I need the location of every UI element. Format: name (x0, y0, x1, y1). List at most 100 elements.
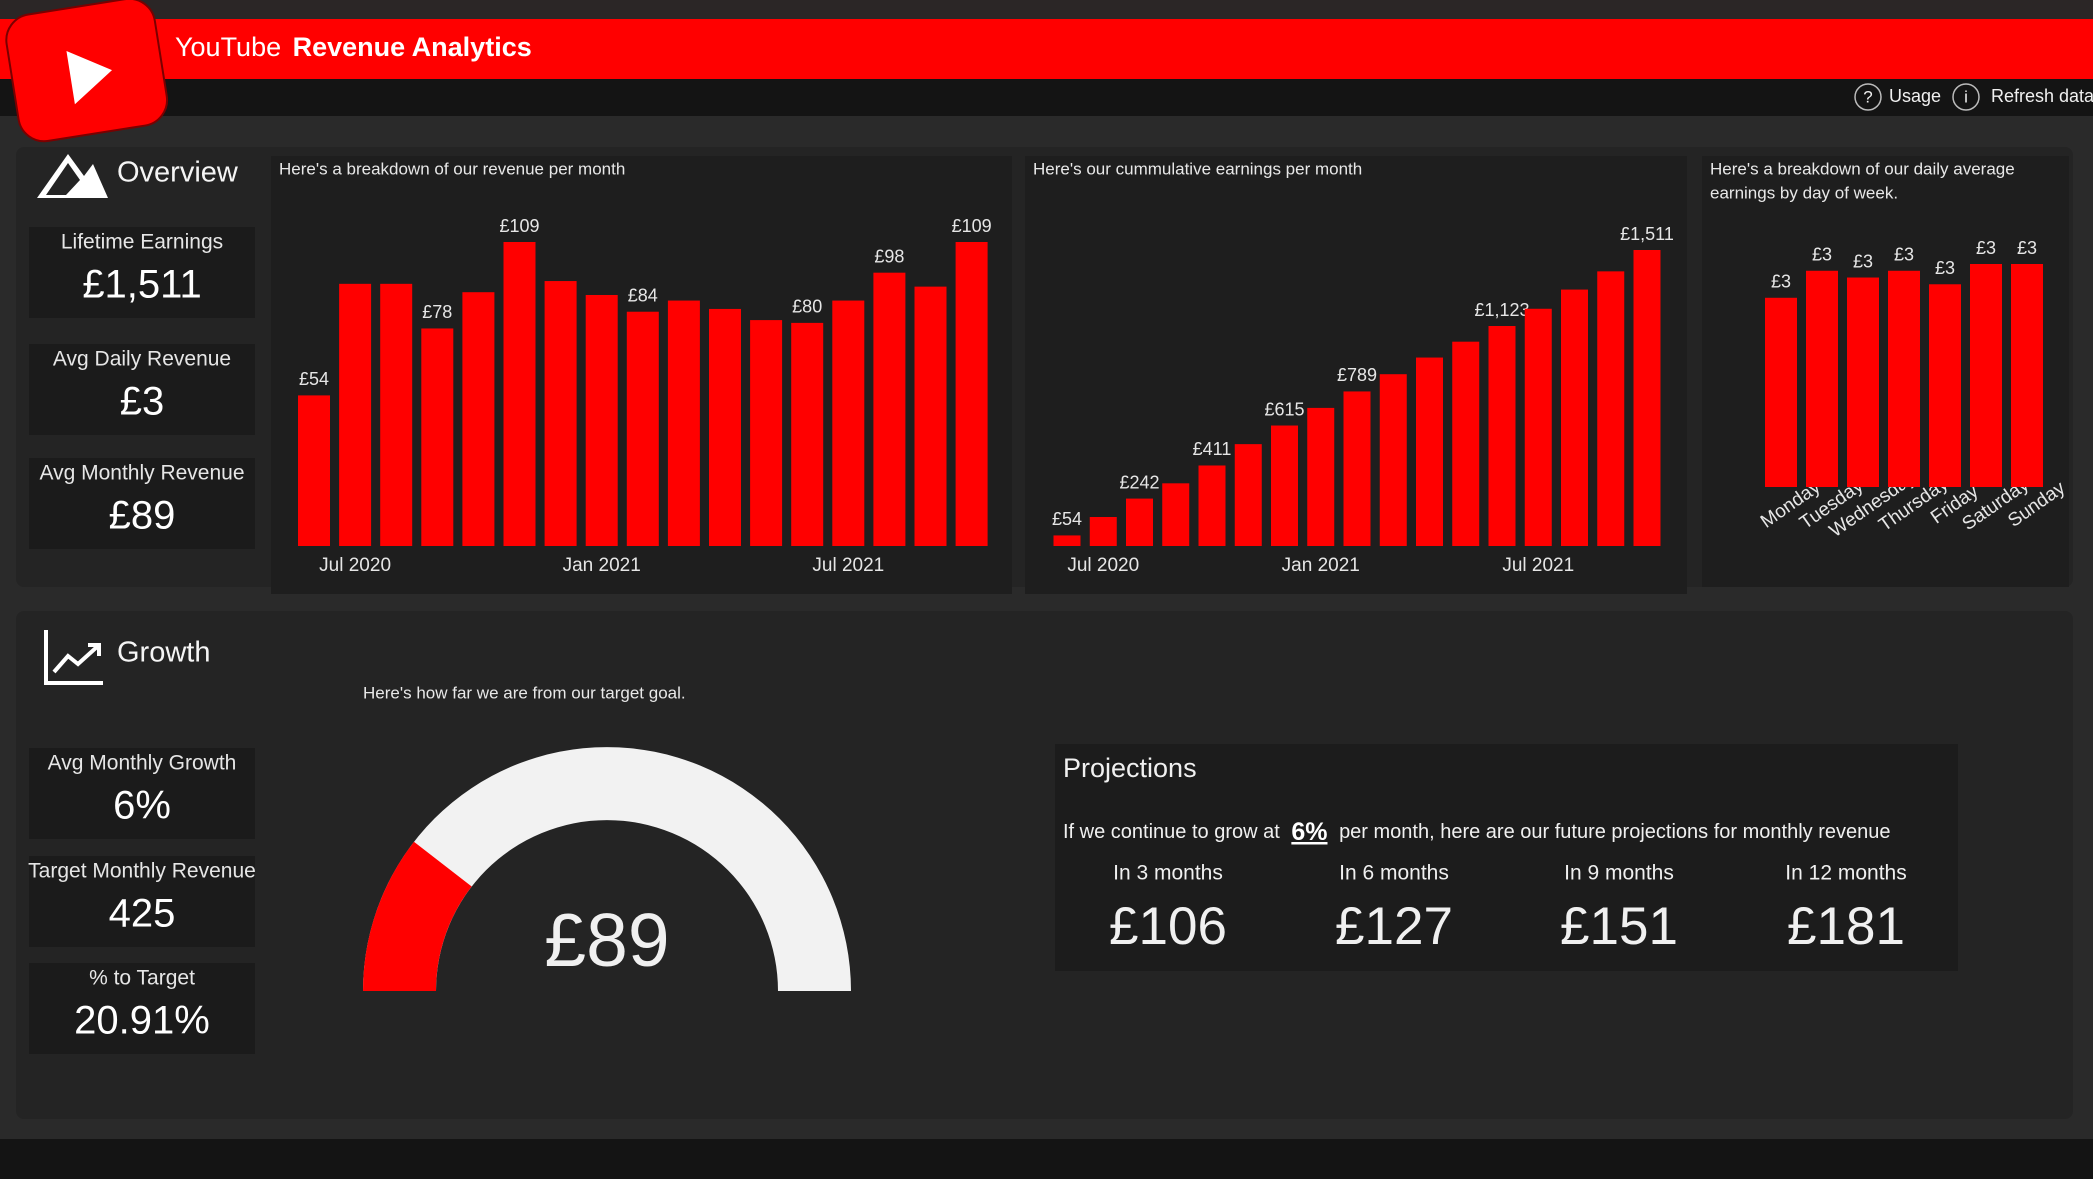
data-label: £3 (1935, 258, 1955, 278)
data-label: £1,123 (1474, 300, 1529, 320)
bar (1126, 498, 1153, 546)
usage-label[interactable]: Usage (1889, 86, 1941, 106)
data-label: £3 (2017, 238, 2037, 258)
bar (1929, 284, 1961, 487)
bar (750, 320, 783, 546)
projection-label: In 6 months (1339, 862, 1449, 885)
growth-title: Growth (117, 637, 210, 669)
data-label: £80 (792, 297, 822, 317)
projection-value: £181 (1787, 897, 1905, 956)
data-label: £98 (874, 246, 904, 266)
gauge-label: £89 (544, 898, 669, 982)
chart-subtitle: Here's a breakdown of our daily average (1710, 159, 2015, 178)
projections-intro: If we continue to grow at 6% per month, … (1063, 818, 1890, 846)
chart-panel (1702, 156, 2069, 587)
bar (1162, 483, 1190, 546)
bar (1633, 250, 1661, 546)
growth-panel (16, 611, 2073, 1119)
bar (1806, 270, 1838, 487)
growth-rate: 6% (1291, 818, 1327, 846)
kpi-card (29, 963, 255, 1054)
data-label: £84 (628, 285, 658, 305)
bar (1488, 326, 1516, 546)
refresh-button[interactable]: i Refresh data (1952, 83, 2093, 111)
data-label: £1,511 (1620, 224, 1674, 244)
bar (1765, 297, 1797, 487)
bar (914, 286, 947, 546)
brand: YouTube (175, 32, 281, 62)
bar (380, 283, 413, 546)
data-label: £411 (1193, 439, 1232, 459)
data-label: £109 (499, 216, 539, 236)
projection-list: In 3 months £106 In 6 months £127 In 9 month… (1109, 862, 1907, 956)
x-tick-label: Jul 2021 (1502, 555, 1574, 576)
usage-glyph: ? (1863, 87, 1872, 106)
bar (1307, 407, 1335, 546)
bar (832, 300, 865, 546)
bar (1888, 270, 1920, 487)
chart-subtitle: earnings by day of week. (1710, 183, 1898, 202)
kpi-card (29, 344, 255, 435)
bar (585, 294, 618, 546)
data-label: £3 (1894, 245, 1914, 265)
x-tick-label: Jan 2021 (563, 555, 641, 576)
kpi-value: £3 (120, 380, 165, 424)
chart-subtitle: Here's how far we are from our target go… (363, 683, 686, 702)
refresh-glyph: i (1964, 87, 1968, 106)
bar (667, 300, 700, 546)
projection-label: In 3 months (1113, 862, 1223, 885)
data-label: £3 (1771, 272, 1791, 292)
bar (1379, 374, 1407, 546)
projection-value: £151 (1560, 897, 1678, 956)
bar (1452, 341, 1480, 546)
title: Revenue Analytics (293, 32, 532, 62)
kpi-label: Target Monthly Revenue (28, 860, 256, 883)
usage-button[interactable]: ? Usage (1854, 83, 1941, 111)
bar (2011, 264, 2043, 487)
intro-text: per month, here are our future projectio… (1339, 821, 1890, 843)
kpi-label: Avg Monthly Revenue (39, 462, 244, 485)
overview-icon (37, 154, 108, 198)
x-tick-label: Jul 2020 (319, 555, 391, 576)
kpi-card (29, 227, 255, 318)
growth-icon (44, 630, 103, 685)
header-title: YouTube Revenue Analytics (175, 32, 532, 62)
kpi-value: £1,511 (82, 263, 201, 307)
bar (462, 292, 495, 546)
bar (1343, 391, 1371, 546)
kpi-card (29, 748, 255, 839)
kpi-value: 20.91% (74, 999, 210, 1043)
kpi-value: 6% (113, 784, 171, 828)
x-tick-label: Jan 2021 (1282, 555, 1360, 576)
data-label: £109 (952, 216, 992, 236)
header-bar (0, 19, 2093, 79)
data-label: £78 (422, 302, 452, 322)
projection-label: In 9 months (1564, 862, 1674, 885)
bar (503, 242, 536, 546)
kpi-label: % to Target (89, 967, 195, 990)
kpi-card (29, 856, 255, 947)
usage-icon (1854, 83, 1882, 111)
data-label: £789 (1337, 365, 1377, 385)
refresh-icon (1952, 83, 1980, 111)
data-label: £242 (1119, 472, 1159, 492)
bar (544, 281, 577, 546)
projection-value: £106 (1109, 897, 1227, 956)
logo (5, 0, 169, 143)
kpi-card (29, 458, 255, 549)
kpi-label: Avg Daily Revenue (53, 348, 231, 371)
bar (955, 242, 988, 546)
kpi-cards: Lifetime Earnings £1,511 Avg Daily Revenue… (28, 227, 256, 1054)
data-label: £54 (299, 369, 329, 389)
bar (1561, 289, 1588, 546)
bar (421, 328, 454, 546)
bar (709, 308, 741, 546)
bar (298, 395, 330, 546)
x-tick-label: Jul 2021 (812, 555, 884, 576)
intro-text: If we continue to grow at (1063, 821, 1280, 843)
gauge-value (363, 841, 472, 991)
x-tick-label: Jul 2020 (1067, 555, 1139, 576)
bar (1053, 535, 1081, 546)
refresh-label[interactable]: Refresh data (1991, 86, 2093, 106)
